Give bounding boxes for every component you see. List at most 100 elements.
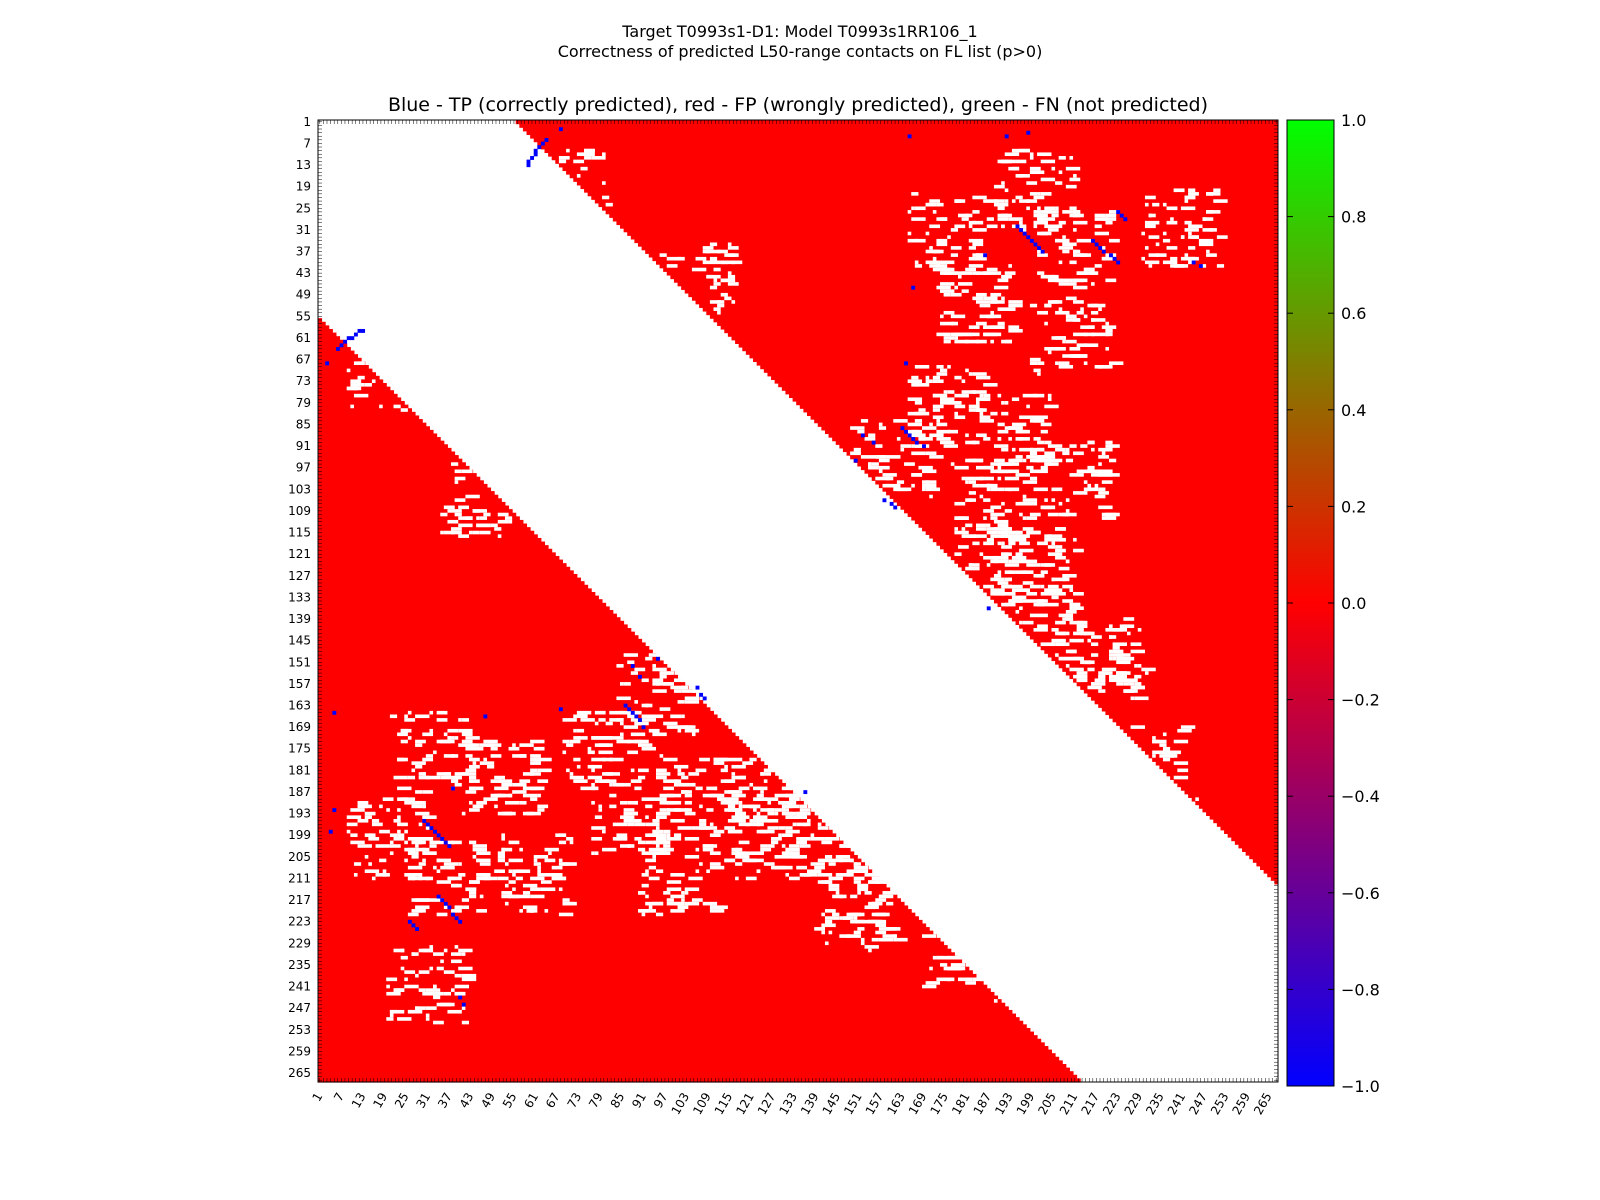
- empty-cell: [386, 1017, 394, 1021]
- fp-row-lower: [318, 642, 646, 647]
- empty-cell: [983, 541, 994, 546]
- fp-row-upper: [914, 519, 1279, 525]
- empty-cell: [986, 217, 994, 221]
- fp-row-upper: [1011, 617, 1279, 622]
- empty-cell: [717, 303, 725, 308]
- tp-cell: [983, 253, 988, 258]
- empty-cell: [1087, 483, 1092, 488]
- fp-row-lower: [318, 923, 927, 928]
- empty-cell: [364, 383, 372, 387]
- fp-row-lower: [318, 674, 679, 680]
- fp-row-upper: [1094, 700, 1279, 705]
- empty-cell: [407, 876, 416, 881]
- empty-cell: [566, 148, 570, 153]
- empty-cell: [1083, 332, 1095, 337]
- empty-cell: [914, 206, 926, 211]
- empty-cell: [1037, 271, 1045, 275]
- empty-cell: [1004, 530, 1020, 535]
- empty-cell: [418, 772, 426, 776]
- empty-cell: [1184, 228, 1199, 232]
- fp-row-upper: [1130, 736, 1279, 741]
- tp-cell: [699, 692, 704, 697]
- empty-cell: [936, 238, 948, 243]
- empty-cell: [454, 782, 462, 787]
- empty-cell: [922, 934, 937, 938]
- empty-cell: [1098, 505, 1113, 510]
- empty-cell: [1001, 181, 1005, 185]
- empty-cell: [1037, 253, 1048, 257]
- empty-cell: [350, 833, 354, 837]
- empty-cell: [785, 826, 793, 830]
- empty-cell: [469, 775, 477, 780]
- empty-cell: [1044, 537, 1052, 542]
- empty-cell: [346, 368, 351, 373]
- empty-cell: [476, 523, 491, 528]
- tp-cell: [335, 346, 340, 351]
- empty-cell: [479, 743, 495, 747]
- empty-cell: [950, 271, 955, 275]
- y-tick-label: 37: [296, 245, 311, 259]
- empty-cell: [1083, 361, 1088, 365]
- empty-cell: [789, 804, 800, 809]
- empty-cell: [932, 404, 944, 409]
- fp-row-upper: [1148, 754, 1279, 759]
- empty-cell: [612, 736, 624, 740]
- empty-cell: [929, 455, 944, 459]
- fp-row-lower: [318, 984, 988, 989]
- empty-cell: [634, 822, 646, 827]
- plot-title: Blue - TP (correctly predicted), red - F…: [387, 94, 1209, 116]
- x-tick-label: 187: [971, 1090, 995, 1117]
- empty-cell: [1134, 664, 1138, 668]
- fp-row-upper: [616, 220, 1279, 226]
- empty-cell: [512, 790, 527, 794]
- empty-cell: [1026, 530, 1041, 535]
- empty-cell: [1055, 527, 1066, 531]
- empty-cell: [1076, 678, 1088, 683]
- empty-cell: [1155, 242, 1160, 247]
- fp-row-upper: [771, 375, 1279, 381]
- fp-row-upper: [968, 573, 1279, 579]
- empty-cell: [1109, 624, 1113, 629]
- empty-cell: [702, 260, 714, 265]
- empty-cell: [1123, 617, 1135, 621]
- empty-cell: [724, 764, 728, 769]
- fp-row-upper: [745, 350, 1279, 355]
- empty-cell: [411, 855, 419, 859]
- empty-cell: [731, 808, 739, 812]
- empty-cell: [1152, 202, 1160, 207]
- empty-cell: [975, 465, 991, 470]
- empty-cell: [1015, 501, 1023, 506]
- empty-cell: [573, 728, 577, 733]
- empty-cell: [1019, 437, 1030, 441]
- empty-cell: [634, 786, 642, 791]
- empty-cell: [954, 404, 966, 409]
- empty-cell: [958, 282, 973, 286]
- fp-row-lower: [318, 829, 833, 834]
- tp-cell: [1098, 246, 1103, 250]
- empty-cell: [411, 952, 419, 956]
- fp-row-upper: [1126, 732, 1279, 737]
- empty-cell: [1001, 602, 1009, 607]
- empty-cell: [576, 174, 581, 178]
- x-tick-label: 91: [629, 1090, 649, 1110]
- tp-cell: [1037, 246, 1041, 250]
- fp-row-lower: [318, 1078, 1081, 1083]
- empty-cell: [781, 804, 793, 809]
- empty-cell: [1001, 159, 1012, 164]
- empty-cell: [760, 772, 764, 776]
- fp-row-lower: [318, 685, 689, 690]
- y-tick-label: 25: [296, 201, 311, 215]
- fp-row-lower: [318, 970, 973, 975]
- empty-cell: [961, 379, 966, 384]
- empty-cell: [580, 786, 595, 791]
- empty-cell: [1029, 361, 1038, 365]
- empty-cell: [749, 851, 764, 856]
- fp-row-upper: [638, 242, 1279, 247]
- empty-cell: [522, 883, 538, 888]
- empty-cell: [1152, 750, 1167, 755]
- empty-cell: [364, 815, 372, 819]
- empty-cell: [713, 793, 721, 798]
- empty-cell: [1076, 628, 1084, 632]
- empty-cell: [591, 800, 595, 805]
- empty-cell: [353, 833, 358, 837]
